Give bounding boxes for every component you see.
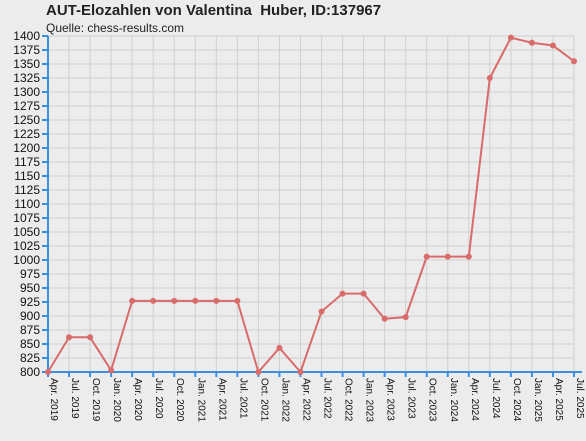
data-point bbox=[444, 253, 451, 260]
data-point bbox=[465, 253, 472, 260]
x-tick-label: Jan. 2020 bbox=[111, 378, 122, 422]
x-tick-label: Apr. 2024 bbox=[469, 378, 480, 421]
y-tick-label: 1300 bbox=[13, 85, 40, 99]
y-tick-label: 1175 bbox=[14, 155, 40, 169]
data-point bbox=[486, 75, 493, 81]
data-point bbox=[255, 369, 262, 375]
data-point bbox=[234, 297, 241, 304]
y-tick-label: 825 bbox=[20, 351, 40, 365]
data-point bbox=[213, 297, 220, 304]
y-tick-label: 800 bbox=[20, 365, 40, 379]
data-point bbox=[402, 314, 409, 321]
data-point bbox=[318, 308, 325, 315]
y-tick-label: 1325 bbox=[13, 71, 40, 85]
x-tick-label: Apr. 2019 bbox=[48, 378, 59, 421]
y-tick-label: 1375 bbox=[13, 43, 40, 57]
x-tick-label: Jan. 2024 bbox=[448, 378, 459, 422]
x-tick-label: Jul. 2023 bbox=[406, 378, 417, 419]
y-tick-label: 1050 bbox=[13, 225, 40, 239]
data-point bbox=[507, 34, 514, 41]
x-tick-label: Apr. 2023 bbox=[385, 378, 396, 421]
x-tick-label: Jul. 2025 bbox=[574, 378, 585, 419]
data-point bbox=[528, 39, 535, 46]
y-tick-label: 1250 bbox=[13, 113, 40, 127]
series-line bbox=[47, 36, 575, 373]
y-tick-label: 1100 bbox=[14, 197, 40, 211]
y-tick-label: 1125 bbox=[14, 183, 40, 197]
series-layer bbox=[45, 34, 577, 375]
x-tick-label: Apr. 2022 bbox=[300, 378, 311, 421]
x-tick-label: Oct. 2023 bbox=[427, 378, 438, 422]
y-tick-label: 1025 bbox=[13, 239, 40, 253]
x-tick-label: Apr. 2020 bbox=[132, 378, 143, 421]
y-tick-label: 1225 bbox=[13, 127, 40, 141]
x-tick-label: Apr. 2021 bbox=[216, 378, 227, 421]
y-tick-label: 975 bbox=[20, 267, 40, 281]
x-tick-label: Jan. 2021 bbox=[195, 378, 206, 422]
data-point bbox=[87, 334, 94, 341]
x-tick-label: Jul. 2021 bbox=[237, 378, 248, 419]
data-point bbox=[297, 369, 304, 375]
x-axis: Apr. 2019 Jul. 2019 Oct. 2019 Jan. 2020 Apr.… bbox=[47, 371, 585, 422]
y-axis: 8008258508759009259509751000102510501075… bbox=[13, 29, 49, 379]
data-point bbox=[108, 367, 115, 374]
x-tick-label: Oct. 2022 bbox=[343, 378, 354, 422]
x-tick-label: Jul. 2024 bbox=[490, 378, 501, 419]
y-tick-label: 900 bbox=[20, 309, 40, 323]
data-point bbox=[171, 297, 178, 304]
x-tick-label: Oct. 2020 bbox=[174, 378, 185, 422]
y-tick-label: 925 bbox=[20, 295, 40, 309]
data-point bbox=[423, 253, 430, 260]
x-tick-label: Jul. 2020 bbox=[153, 378, 164, 419]
data-point bbox=[45, 369, 51, 375]
grid-lines bbox=[48, 35, 575, 372]
x-tick-label: Jan. 2022 bbox=[279, 378, 290, 422]
y-tick-label: 1400 bbox=[13, 29, 40, 43]
y-tick-label: 1150 bbox=[14, 169, 40, 183]
x-tick-label: Oct. 2019 bbox=[90, 378, 101, 422]
x-tick-label: Oct. 2024 bbox=[511, 378, 522, 422]
y-tick-label: 1350 bbox=[13, 57, 40, 71]
x-tick-label: Jul. 2022 bbox=[322, 378, 333, 419]
chart-source: Quelle: chess-results.com bbox=[46, 21, 185, 35]
data-point bbox=[192, 297, 199, 304]
x-tick-label: Apr. 2025 bbox=[553, 378, 564, 421]
x-tick-label: Jan. 2023 bbox=[364, 378, 375, 422]
data-point bbox=[381, 315, 388, 322]
data-point bbox=[129, 297, 136, 304]
x-tick-label: Jul. 2019 bbox=[69, 378, 80, 419]
y-tick-label: 1075 bbox=[13, 211, 40, 225]
y-tick-label: 1200 bbox=[13, 141, 40, 155]
data-point bbox=[150, 297, 157, 304]
y-tick-label: 1275 bbox=[13, 99, 40, 113]
y-tick-label: 875 bbox=[20, 323, 40, 337]
y-tick-label: 950 bbox=[20, 281, 40, 295]
y-tick-label: 1000 bbox=[13, 253, 40, 267]
x-tick-label: Jan. 2025 bbox=[532, 378, 543, 422]
y-tick-label: 850 bbox=[20, 337, 40, 351]
data-point bbox=[571, 58, 577, 65]
data-point bbox=[276, 344, 283, 351]
chart-title: AUT-Elozahlen von Valentina Huber, ID:13… bbox=[46, 2, 382, 19]
data-point bbox=[339, 290, 346, 297]
x-tick-label: Oct. 2021 bbox=[258, 378, 269, 422]
data-point bbox=[66, 334, 73, 341]
data-point bbox=[360, 290, 367, 297]
data-point bbox=[549, 42, 556, 49]
